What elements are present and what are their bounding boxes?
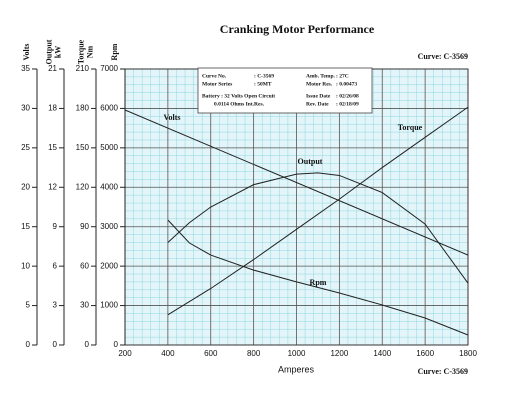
y-tick-label: 120 — [76, 182, 90, 191]
x-tick-label: 1800 — [459, 349, 477, 358]
y-tick-label: 7000 — [100, 64, 118, 73]
y-tick-label: 6000 — [100, 104, 118, 113]
info-text: Motor Res. — [306, 81, 333, 87]
y-tick-label: 21 — [48, 64, 57, 73]
info-text: : 0.00473 — [336, 81, 357, 87]
info-text: 0.0114 Ohms Int.Res. — [214, 101, 265, 107]
info-text: : 27C — [336, 73, 349, 79]
x-tick-label: 1000 — [288, 349, 306, 358]
info-text: Issue Date — [306, 93, 331, 99]
y-tick-label: 4000 — [100, 182, 118, 191]
curve-label: Curve: C-3569 — [418, 367, 468, 376]
y-tick-label: 0 — [85, 340, 90, 349]
y-tick-label: 30 — [80, 301, 89, 310]
y-tick-label: 5000 — [100, 143, 118, 152]
y-tick-label: 150 — [76, 143, 90, 152]
series-line — [167, 219, 469, 336]
y-tick-label: 20 — [21, 182, 30, 191]
info-text: : 02/26/08 — [336, 93, 359, 99]
chart-title: Cranking Motor Performance — [220, 22, 375, 36]
y-tick-label: 15 — [48, 143, 57, 152]
y-tick-label: 0 — [114, 340, 119, 349]
series-label: Rpm — [310, 278, 327, 287]
y-tick-label: 5 — [26, 301, 31, 310]
y-axis-label: Rpm — [110, 43, 119, 60]
info-text: Battery : 32 Volts Open Circuit — [202, 93, 275, 99]
y-tick-label: 180 — [76, 104, 90, 113]
info-text: Amb. Temp. — [306, 73, 336, 79]
info-text: Curve No. — [202, 73, 227, 79]
x-tick-label: 1200 — [330, 349, 348, 358]
y-tick-label: 1000 — [100, 301, 118, 310]
y-axis-label: Nm — [85, 45, 94, 58]
y-tick-label: 15 — [21, 222, 30, 231]
y-tick-label: 3000 — [100, 222, 118, 231]
y-axis-label: kW — [53, 46, 62, 58]
y-axis-label: Output — [44, 39, 53, 64]
x-tick-label: 1600 — [416, 349, 434, 358]
curve-label: Curve: C-3569 — [418, 52, 468, 61]
y-tick-label: 30 — [21, 104, 30, 113]
y-tick-label: 0 — [26, 340, 31, 349]
y-tick-label: 210 — [76, 64, 90, 73]
y-tick-label: 18 — [48, 104, 57, 113]
x-tick-label: 600 — [204, 349, 218, 358]
y-tick-label: 6 — [53, 261, 58, 270]
series-line — [167, 106, 469, 316]
y-tick-label: 3 — [53, 301, 58, 310]
x-axis-label: Amperes — [278, 364, 315, 374]
x-tick-label: 200 — [118, 349, 132, 358]
y-tick-label: 9 — [53, 222, 58, 231]
x-tick-label: 800 — [247, 349, 261, 358]
x-tick-label: 400 — [161, 349, 175, 358]
series-line — [167, 172, 469, 284]
y-tick-label: 35 — [21, 64, 30, 73]
info-text: : C-3569 — [254, 73, 274, 79]
info-box — [197, 67, 373, 114]
info-text: Rev. Date — [306, 101, 329, 107]
y-tick-label: 10 — [21, 261, 30, 270]
x-tick-label: 1400 — [373, 349, 391, 358]
y-tick-label: 2000 — [100, 261, 118, 270]
series-label: Volts — [163, 113, 180, 122]
y-tick-label: 60 — [80, 261, 89, 270]
y-tick-label: 0 — [53, 340, 58, 349]
y-tick-label: 90 — [80, 222, 89, 231]
y-tick-label: 12 — [48, 182, 57, 191]
info-text: : 50MT — [254, 81, 272, 87]
series-label: Output — [298, 157, 323, 166]
info-text: Motor Series — [202, 81, 232, 87]
series-label: Torque — [398, 123, 423, 132]
y-tick-label: 25 — [21, 143, 30, 152]
series-line — [124, 109, 469, 256]
info-text: : 02/18/09 — [336, 101, 359, 107]
y-axis-label: Volts — [22, 43, 31, 60]
y-axis-label: Torque — [76, 39, 85, 64]
